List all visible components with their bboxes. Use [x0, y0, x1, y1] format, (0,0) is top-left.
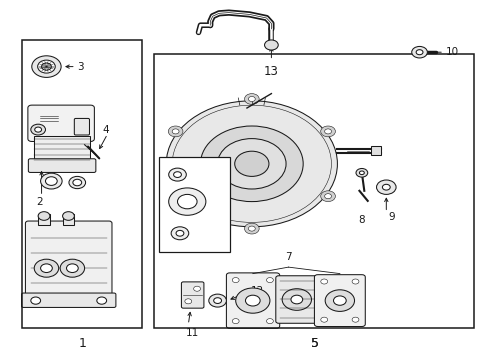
Circle shape [324, 129, 331, 134]
Text: 8: 8 [358, 215, 365, 225]
Text: 7: 7 [285, 252, 291, 262]
FancyBboxPatch shape [28, 159, 96, 172]
Circle shape [325, 290, 354, 311]
Circle shape [38, 60, 55, 73]
Circle shape [41, 264, 52, 273]
Circle shape [193, 286, 200, 291]
Circle shape [168, 168, 186, 181]
Circle shape [166, 101, 337, 227]
Circle shape [415, 50, 422, 55]
Circle shape [245, 295, 260, 306]
Text: 5: 5 [311, 337, 319, 350]
Circle shape [184, 299, 191, 304]
Bar [38, 214, 50, 225]
FancyBboxPatch shape [28, 105, 94, 141]
Circle shape [320, 279, 327, 284]
Circle shape [290, 295, 302, 304]
Text: 6: 6 [163, 160, 169, 170]
Circle shape [235, 288, 269, 313]
Circle shape [411, 46, 427, 58]
Circle shape [213, 298, 221, 303]
Circle shape [45, 177, 57, 185]
Circle shape [168, 188, 205, 215]
Circle shape [41, 63, 51, 70]
Circle shape [173, 172, 181, 177]
Circle shape [248, 96, 255, 102]
Circle shape [266, 278, 273, 283]
Bar [154, 54, 473, 328]
Text: 13: 13 [264, 65, 278, 78]
Circle shape [232, 319, 239, 324]
Circle shape [177, 194, 197, 209]
Circle shape [73, 179, 81, 186]
Circle shape [376, 180, 395, 194]
Circle shape [168, 191, 183, 202]
Circle shape [244, 223, 259, 234]
Circle shape [200, 126, 303, 202]
Circle shape [282, 289, 311, 310]
Text: 4: 4 [102, 125, 109, 135]
Circle shape [32, 56, 61, 77]
Circle shape [333, 296, 346, 305]
Circle shape [320, 126, 335, 137]
Circle shape [34, 259, 59, 277]
Circle shape [351, 279, 358, 284]
Bar [370, 146, 381, 155]
Circle shape [66, 264, 78, 273]
Text: 3: 3 [77, 62, 84, 72]
FancyBboxPatch shape [275, 276, 318, 323]
FancyBboxPatch shape [21, 293, 116, 307]
Text: 9: 9 [388, 212, 395, 222]
Circle shape [97, 297, 106, 304]
Circle shape [35, 127, 41, 132]
Circle shape [208, 294, 226, 307]
Bar [34, 136, 90, 163]
Circle shape [324, 194, 331, 199]
Circle shape [69, 176, 85, 189]
Circle shape [41, 173, 62, 189]
Circle shape [172, 129, 179, 134]
Circle shape [171, 227, 188, 240]
Text: 2: 2 [36, 197, 42, 207]
FancyBboxPatch shape [181, 282, 203, 308]
Circle shape [320, 317, 327, 322]
Circle shape [217, 139, 285, 189]
Circle shape [320, 191, 335, 202]
Text: 1: 1 [78, 337, 86, 350]
FancyBboxPatch shape [74, 118, 89, 135]
Circle shape [234, 151, 268, 176]
Circle shape [355, 168, 367, 177]
Bar [62, 214, 74, 225]
Circle shape [351, 317, 358, 322]
Circle shape [248, 226, 255, 231]
Circle shape [60, 259, 84, 277]
Circle shape [172, 194, 179, 199]
Circle shape [62, 212, 74, 220]
Circle shape [244, 94, 259, 104]
Circle shape [359, 171, 364, 175]
Circle shape [31, 124, 45, 135]
FancyBboxPatch shape [314, 275, 365, 327]
FancyBboxPatch shape [226, 273, 279, 328]
Circle shape [168, 126, 183, 137]
Circle shape [31, 297, 41, 304]
Circle shape [382, 184, 389, 190]
Text: 12: 12 [250, 285, 264, 296]
Circle shape [266, 319, 273, 324]
FancyBboxPatch shape [25, 221, 112, 299]
Text: 11: 11 [185, 328, 199, 338]
Bar [159, 157, 229, 252]
Bar [22, 40, 142, 328]
Text: 5: 5 [311, 337, 319, 350]
Circle shape [38, 212, 50, 220]
Circle shape [264, 40, 278, 50]
Circle shape [176, 230, 183, 236]
Circle shape [232, 278, 239, 283]
Text: 10: 10 [445, 47, 458, 57]
